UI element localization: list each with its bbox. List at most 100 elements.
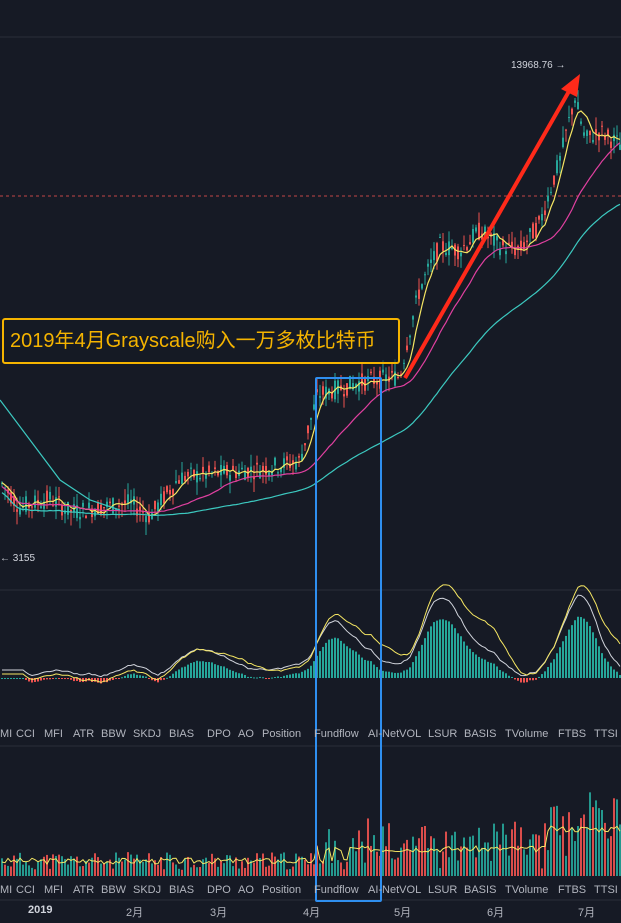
candle-body <box>496 235 498 241</box>
volume-bar <box>205 857 207 876</box>
indicator-tab-bbw[interactable]: BBW <box>101 728 127 740</box>
indicator-tab-ao[interactable]: AO <box>238 884 254 896</box>
candle-body <box>583 132 585 136</box>
indicator-tab-skdj[interactable]: SKDJ <box>133 728 162 740</box>
volume-bar <box>583 814 585 876</box>
indicator-tab-basis[interactable]: BASIS <box>464 728 497 740</box>
indicator-tab-mfi[interactable]: MFI <box>44 884 63 896</box>
indicator-tab-position[interactable]: Position <box>262 884 302 896</box>
candle-body <box>157 502 159 512</box>
oscillator-bar <box>112 678 114 680</box>
indicator-tab-dpo[interactable]: DPO <box>207 728 231 740</box>
volume-bar <box>598 808 600 876</box>
volume-bar <box>79 866 81 876</box>
indicator-tab-mi[interactable]: MI <box>0 884 13 896</box>
oscillator-bar <box>526 678 528 683</box>
indicator-tab-tvolume[interactable]: TVolume <box>505 884 549 896</box>
candle-body <box>466 247 468 251</box>
oscillator-bar <box>499 670 501 678</box>
indicator-tab-lsur[interactable]: LSUR <box>428 728 458 740</box>
candle-body <box>205 472 207 479</box>
candle-body <box>217 471 219 476</box>
oscillator-bar <box>514 678 516 680</box>
volume-bar <box>181 869 183 876</box>
candle-body <box>235 472 237 478</box>
oscillator-bar <box>604 658 606 678</box>
volume-bar <box>259 858 261 876</box>
oscillator-bar <box>13 678 15 679</box>
candle-body <box>433 251 435 261</box>
indicator-tab-position[interactable]: Position <box>262 728 302 740</box>
oscillator-bar <box>271 677 273 679</box>
indicator-tab-basis[interactable]: BASIS <box>464 884 497 896</box>
oscillator-bar <box>433 622 435 678</box>
volume-bar <box>445 831 447 876</box>
oscillator-bar <box>556 653 558 678</box>
oscillator-bar <box>76 678 78 681</box>
indicator-tab-lsur[interactable]: LSUR <box>428 884 458 896</box>
candle-body <box>460 252 462 257</box>
indicator-tab-ftbs[interactable]: FTBS <box>558 884 587 896</box>
indicator-tab-ao[interactable]: AO <box>238 728 254 740</box>
oscillator-bar <box>250 676 252 678</box>
indicator-tab-ttsi[interactable]: TTSI <box>594 884 618 896</box>
indicator-tab-atr[interactable]: ATR <box>73 884 95 896</box>
volume-bar <box>469 836 471 876</box>
oscillator-bar <box>508 675 510 678</box>
indicator-tab-ftbs[interactable]: FTBS <box>558 728 587 740</box>
candle-body <box>499 249 501 256</box>
volume-bar <box>232 866 234 876</box>
oscillator-bar <box>241 673 243 678</box>
candle-body <box>166 486 168 493</box>
x-axis-label: 7月 <box>578 907 596 919</box>
candle-body <box>574 100 576 103</box>
volume-bar <box>154 860 156 876</box>
candle-body <box>577 102 579 110</box>
indicator-tab-tvolume[interactable]: TVolume <box>505 728 549 740</box>
candle-body <box>535 222 537 238</box>
volume-bar <box>301 856 303 876</box>
indicator-tab-bias[interactable]: BIAS <box>169 728 195 740</box>
volume-bar <box>292 866 294 876</box>
indicator-tab-ttsi[interactable]: TTSI <box>594 728 618 740</box>
indicator-tab-atr[interactable]: ATR <box>73 728 95 740</box>
indicator-tab-ai-netvol[interactable]: AI-NetVOL <box>368 728 422 740</box>
oscillator-bar <box>472 652 474 678</box>
candle-body <box>556 160 558 174</box>
candle-body <box>397 377 399 379</box>
indicator-tab-fundflow[interactable]: Fundflow <box>314 884 359 896</box>
volume-bar <box>517 845 519 876</box>
indicator-tab-mi[interactable]: MI <box>0 728 13 740</box>
candle-body <box>97 502 99 515</box>
oscillator-bar <box>541 674 543 678</box>
volume-bar <box>10 866 12 876</box>
trend-arrow-head <box>561 74 580 97</box>
oscillator-bar <box>7 678 9 679</box>
volume-bar <box>73 858 75 876</box>
volume-bar <box>70 856 72 876</box>
indicator-tab-bbw[interactable]: BBW <box>101 884 127 896</box>
indicator-tab-cci[interactable]: CCI <box>16 884 35 896</box>
indicator-tab-ai-netvol[interactable]: AI-NetVOL <box>368 884 422 896</box>
indicator-tab-bias[interactable]: BIAS <box>169 884 195 896</box>
volume-bar <box>211 853 213 876</box>
oscillator-bar <box>40 678 42 681</box>
candle-body <box>475 227 477 232</box>
oscillator-bar <box>418 651 420 678</box>
volume-bar <box>559 835 561 876</box>
candle-body <box>58 496 60 498</box>
indicator-tab-mfi[interactable]: MFI <box>44 728 63 740</box>
oscillator-bar <box>31 678 33 683</box>
volume-bar <box>607 838 609 876</box>
indicator-tab-dpo[interactable]: DPO <box>207 884 231 896</box>
indicator-tab-skdj[interactable]: SKDJ <box>133 884 162 896</box>
indicator-tab-fundflow[interactable]: Fundflow <box>314 728 359 740</box>
volume-bar <box>352 838 354 876</box>
indicator-tab-cci[interactable]: CCI <box>16 728 35 740</box>
candle-body <box>232 465 234 470</box>
candle-body <box>418 289 420 299</box>
volume-bar <box>484 842 486 876</box>
volume-bar <box>463 837 465 876</box>
candle-body <box>601 125 603 127</box>
